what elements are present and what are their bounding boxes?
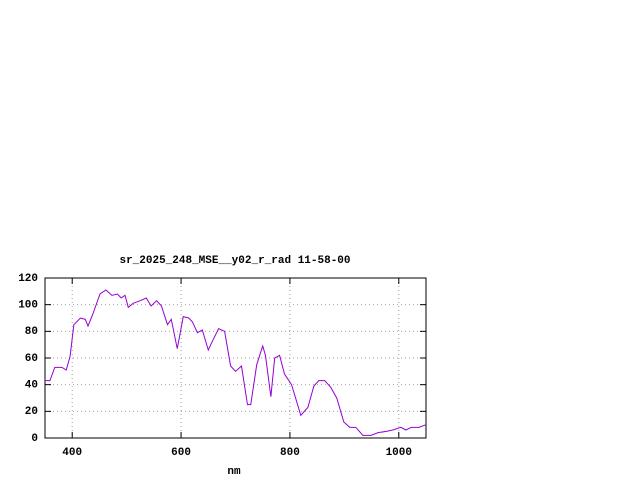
y-tick-label: 0 xyxy=(31,433,38,445)
x-tick-label: 1000 xyxy=(386,447,412,459)
y-tick-label: 60 xyxy=(25,353,38,365)
x-tick-label: 600 xyxy=(171,447,191,459)
y-tick-label: 80 xyxy=(25,326,38,338)
y-tick-label: 40 xyxy=(25,380,38,392)
x-tick-label: 800 xyxy=(280,447,300,459)
y-tick-label: 120 xyxy=(18,273,38,285)
y-tick-label: 100 xyxy=(18,300,38,312)
data-line xyxy=(45,289,427,436)
chart-title: sr_2025_248_MSE__y02_r_rad 11-58-00 xyxy=(119,255,350,267)
y-tick-label: 20 xyxy=(25,406,38,418)
x-tick-label: 400 xyxy=(62,447,82,459)
x-axis-label: nm xyxy=(227,466,241,478)
plot-frame xyxy=(44,277,427,439)
